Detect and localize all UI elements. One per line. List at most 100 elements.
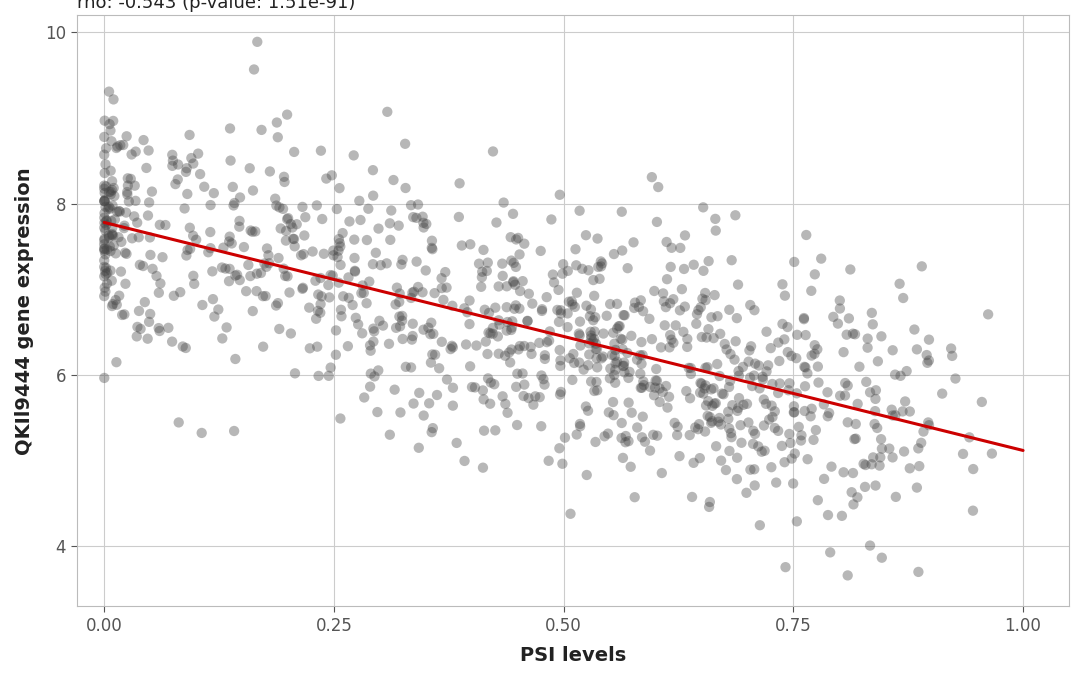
Point (552, 360, 569, 371)
Point (328, 203, 346, 214)
Point (796, 405, 813, 416)
Point (499, 407, 516, 418)
Point (633, 382, 650, 393)
Point (691, 419, 708, 430)
Point (698, 332, 715, 343)
Point (370, 365, 387, 376)
Point (403, 287, 421, 298)
Point (225, 426, 243, 437)
Point (220, 236, 237, 247)
Point (115, 222, 132, 233)
Point (585, 326, 603, 337)
Point (139, 333, 156, 344)
Point (648, 216, 666, 227)
Point (95, 235, 113, 245)
Point (417, 265, 435, 276)
Point (378, 258, 396, 269)
Point (965, 464, 982, 475)
Point (873, 552, 890, 563)
Point (311, 307, 328, 318)
Point (479, 373, 496, 384)
Point (397, 361, 414, 372)
Point (620, 436, 637, 447)
Point (552, 305, 569, 316)
Point (582, 330, 599, 341)
Point (147, 271, 165, 282)
Point (642, 445, 659, 456)
Point (760, 360, 777, 371)
Point (490, 348, 507, 359)
Point (300, 302, 318, 313)
Point (105, 240, 122, 251)
Point (151, 288, 168, 299)
Point (693, 378, 710, 389)
Y-axis label: QKIl9444 gene expression: QKIl9444 gene expression (15, 167, 34, 454)
Point (617, 430, 634, 441)
Point (404, 318, 422, 329)
Point (209, 304, 227, 315)
Point (960, 432, 978, 443)
Point (863, 459, 880, 470)
Point (685, 458, 702, 469)
Point (650, 383, 668, 394)
Point (426, 288, 443, 299)
Point (688, 309, 706, 320)
Point (606, 350, 623, 361)
Point (796, 361, 813, 372)
Point (534, 374, 552, 385)
Point (192, 169, 209, 180)
Point (391, 288, 409, 299)
Point (95, 180, 113, 191)
Point (566, 301, 583, 312)
Point (519, 316, 537, 326)
Point (774, 279, 791, 290)
Point (633, 432, 650, 443)
Point (423, 243, 440, 254)
Point (297, 211, 314, 222)
Point (683, 492, 700, 503)
Point (101, 186, 118, 197)
Point (95, 196, 113, 207)
Point (482, 377, 500, 388)
Point (345, 150, 362, 161)
Point (178, 250, 195, 261)
Point (799, 454, 816, 464)
Point (823, 461, 840, 472)
Point (119, 173, 137, 184)
Point (131, 259, 149, 270)
Point (920, 420, 938, 430)
Point (104, 116, 121, 126)
Point (646, 382, 663, 393)
Point (175, 341, 192, 352)
Point (642, 381, 659, 392)
Point (453, 240, 470, 251)
Point (629, 354, 646, 365)
Point (631, 350, 648, 360)
Point (485, 146, 502, 157)
Point (165, 155, 182, 166)
Point (919, 358, 937, 369)
Point (810, 377, 827, 388)
Point (253, 124, 270, 135)
Point (142, 250, 159, 260)
Point (466, 382, 483, 393)
Point (494, 391, 512, 402)
Point (634, 306, 651, 317)
Point (531, 392, 549, 403)
Point (762, 343, 779, 354)
Point (365, 371, 383, 382)
Point (588, 353, 605, 364)
Point (333, 311, 350, 322)
Point (405, 286, 423, 297)
Point (870, 460, 888, 471)
Point (244, 185, 261, 196)
Point (142, 309, 159, 320)
Point (643, 172, 660, 183)
Point (695, 265, 712, 276)
Point (179, 188, 196, 199)
Point (199, 247, 217, 258)
Point (607, 358, 624, 369)
Point (761, 414, 778, 425)
Point (328, 252, 346, 262)
Point (423, 318, 440, 328)
